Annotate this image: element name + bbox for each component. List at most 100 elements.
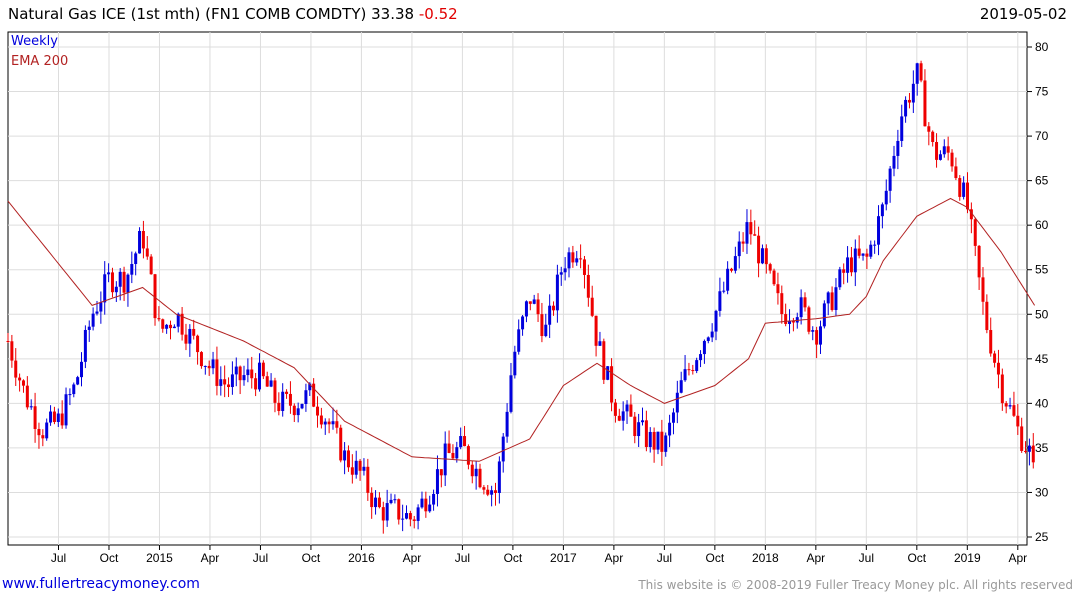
candle-body [354, 460, 358, 475]
candle-body [72, 384, 76, 395]
y-tick-label: 45 [1035, 352, 1049, 366]
ema-200-line [7, 197, 1036, 462]
candle-body [726, 268, 730, 291]
candle-body [486, 489, 490, 495]
candle-body [536, 299, 540, 315]
candle-body [590, 297, 594, 316]
candle-body [857, 248, 861, 256]
candle-body [617, 415, 621, 421]
candle-body [52, 411, 56, 422]
candle-body [559, 272, 563, 275]
candle-body [625, 404, 629, 412]
candle-body [497, 461, 501, 493]
candle-body [838, 269, 842, 288]
x-tick-label: Jul [253, 551, 268, 565]
x-tick-label: 2017 [550, 551, 577, 565]
x-tick-label: Oct [706, 551, 725, 565]
candle-body [865, 253, 869, 257]
candle-body [571, 252, 575, 263]
x-tick-label: Jul [51, 551, 66, 565]
candle-body [188, 328, 192, 344]
candle-body [199, 352, 203, 367]
candle-body [269, 380, 273, 387]
candle-body [416, 507, 420, 521]
candle-body [223, 379, 227, 385]
legend-weekly: Weekly [11, 34, 58, 49]
candle-body [145, 248, 149, 257]
x-tick-label: Oct [302, 551, 321, 565]
candle-body [242, 375, 246, 381]
candle-body [803, 297, 807, 308]
candle-body [946, 146, 950, 153]
candle-body [377, 497, 381, 508]
x-tick-label: Apr [201, 551, 220, 565]
candle-body [366, 466, 370, 493]
candle-body [331, 421, 335, 425]
candle-body [834, 287, 838, 310]
candle-body [927, 126, 931, 132]
x-tick-label: 2016 [348, 551, 375, 565]
candle-body [888, 168, 892, 191]
candle-body [563, 268, 567, 273]
candle-body [238, 366, 242, 381]
candle-body [610, 366, 614, 403]
candle-body [935, 141, 939, 160]
candle-body [397, 499, 401, 520]
candle-body [652, 431, 656, 450]
candle-body [227, 384, 231, 388]
candle-body [660, 431, 664, 452]
candle-body [567, 252, 571, 269]
candle-body [954, 166, 958, 179]
candle-body [795, 317, 799, 323]
y-tick-label: 80 [1035, 40, 1049, 54]
candle-body [83, 329, 87, 362]
candle-body [64, 394, 68, 426]
candle-body [602, 341, 606, 380]
candle-body [985, 301, 989, 331]
candle-body [683, 369, 687, 381]
candle-body [33, 406, 37, 429]
website-link[interactable]: www.fullertreacymoney.com [2, 576, 200, 592]
candle-body [1031, 445, 1035, 463]
candle-body [304, 390, 308, 404]
x-tick-label: Jul [859, 551, 874, 565]
candle-body [741, 241, 745, 244]
candle-body [192, 328, 196, 336]
candle-body [312, 383, 316, 407]
plot-frame [7, 31, 1028, 546]
candle-body [757, 235, 761, 264]
candle-body [393, 499, 397, 501]
candle-body [250, 369, 254, 379]
candle-body [157, 318, 161, 320]
candle-body [87, 326, 91, 330]
candle-body [718, 291, 722, 311]
candle-body [915, 63, 919, 84]
candle-body [598, 341, 602, 346]
candle-body [10, 341, 14, 361]
candle-body [130, 264, 134, 275]
candle-body [648, 431, 652, 448]
candle-body [288, 393, 292, 406]
candle-body [141, 230, 145, 249]
candle-body [969, 209, 973, 220]
x-tick-label: 2015 [146, 551, 173, 565]
candle-body [764, 248, 768, 265]
candle-body [435, 469, 439, 494]
y-tick-label: 70 [1035, 129, 1049, 143]
candle-body [710, 331, 714, 338]
candle-body [451, 452, 455, 459]
candle-body [737, 241, 741, 257]
legend-ema: EMA 200 [11, 54, 68, 69]
candle-body [447, 443, 451, 453]
candle-body [613, 402, 617, 416]
candle-body [432, 493, 436, 505]
candle-body [122, 271, 126, 293]
x-tick-label: Oct [907, 551, 926, 565]
candle-body [428, 504, 432, 512]
candle-body [103, 274, 107, 303]
candle-body [1016, 415, 1020, 427]
candle-body [582, 259, 586, 275]
candle-body [644, 420, 648, 448]
candle-body [408, 513, 412, 520]
candle-body [25, 385, 29, 408]
